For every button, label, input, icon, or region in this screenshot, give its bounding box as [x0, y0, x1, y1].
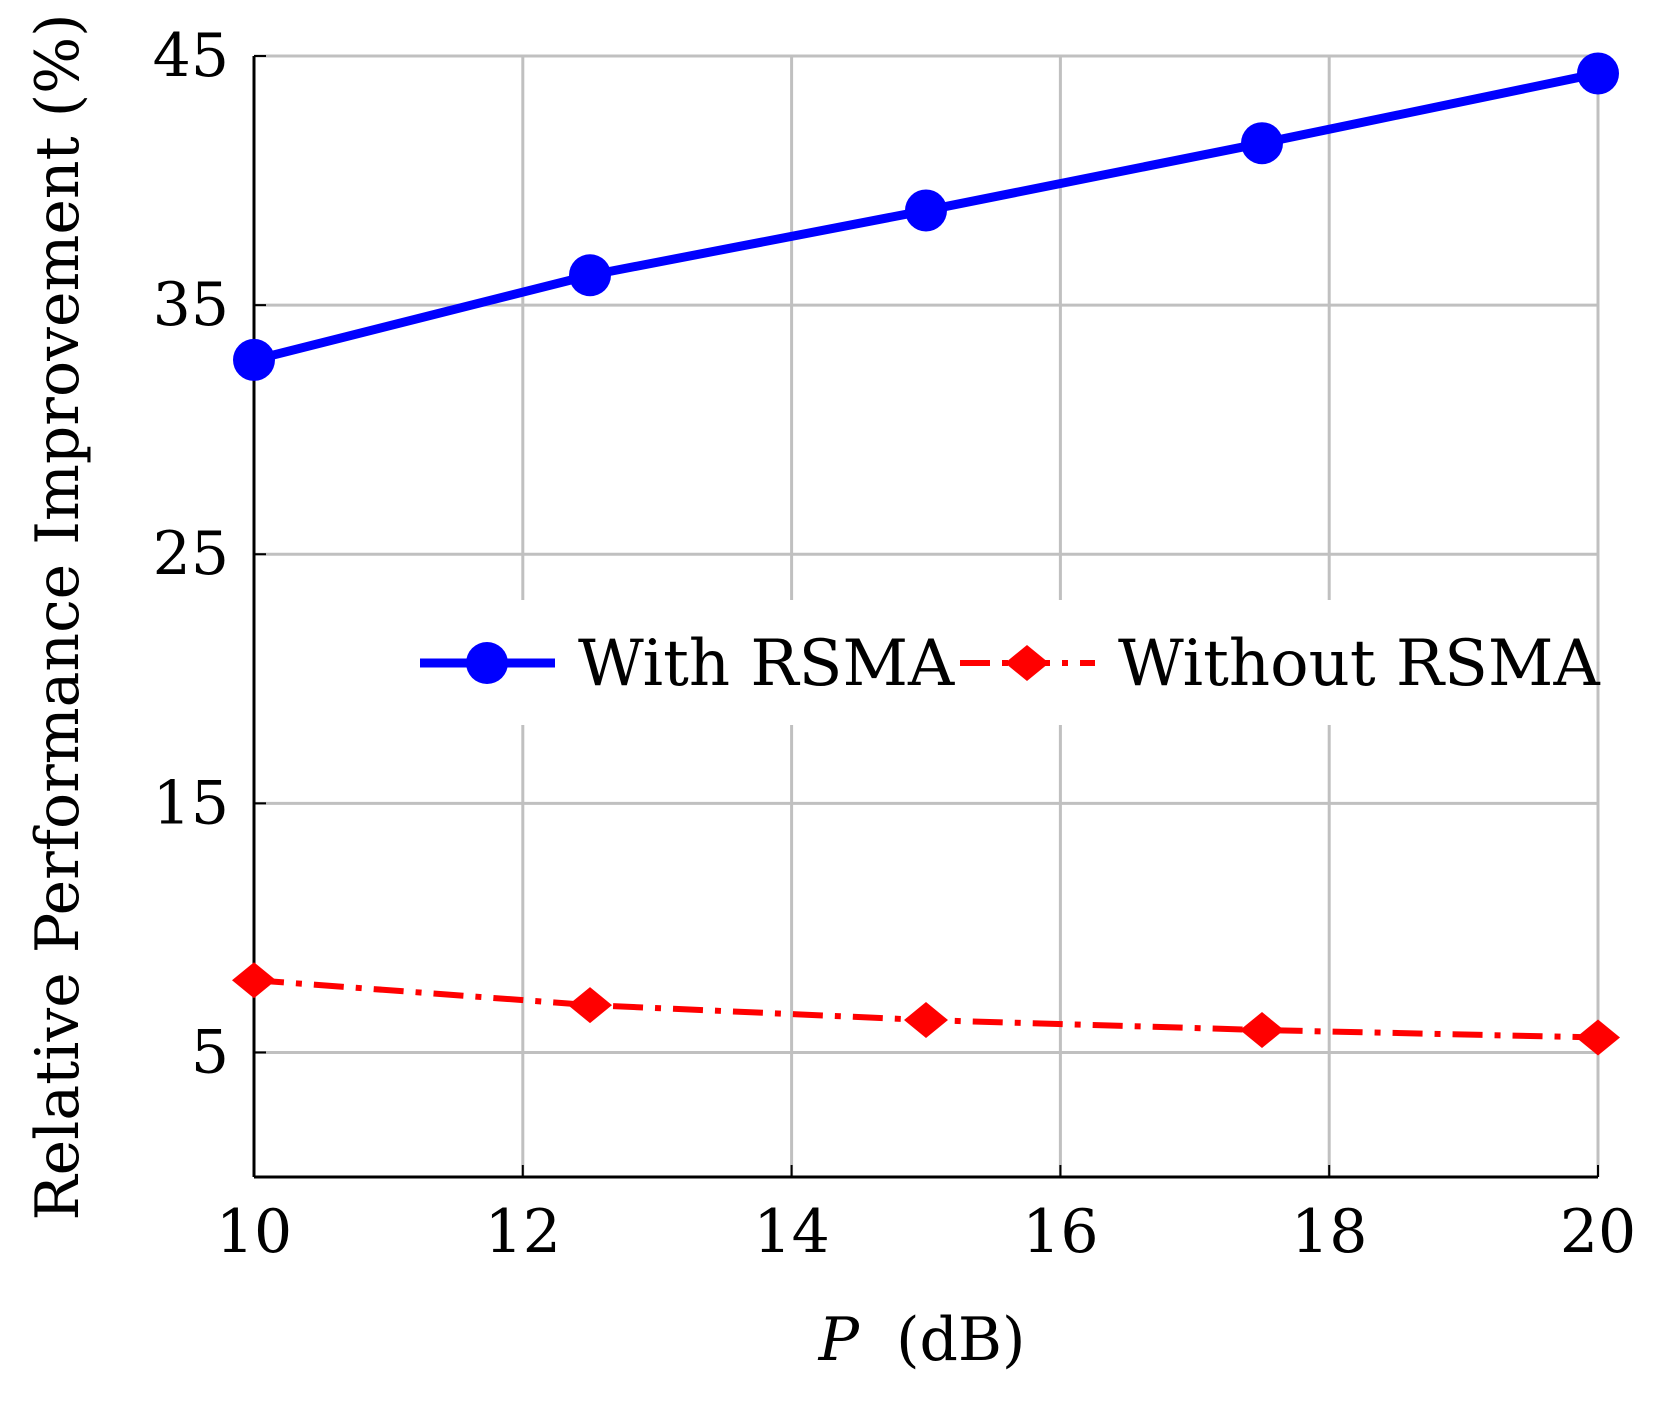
x-axis-unit: (dB) [896, 1305, 1025, 1375]
data-point [568, 987, 612, 1024]
data-point [233, 338, 275, 381]
x-tick-label: 16 [1022, 1197, 1098, 1267]
y-tick-label: 45 [153, 21, 229, 91]
y-tick-label: 15 [153, 768, 229, 838]
legend: With RSMA Without RSMA [405, 600, 1600, 725]
y-tick-label: 35 [153, 270, 229, 340]
y-tick-label: 5 [191, 1017, 229, 1087]
x-tick-label: 20 [1560, 1197, 1636, 1267]
data-point [569, 254, 611, 297]
legend-label: Without RSMA [1118, 627, 1600, 701]
data-point [1577, 52, 1619, 95]
data-point [1240, 1012, 1284, 1049]
data-point [904, 1002, 948, 1039]
legend-box [405, 600, 1585, 725]
x-tick-label: 12 [485, 1197, 561, 1267]
series [232, 52, 1620, 1056]
legend-marker [466, 642, 508, 684]
x-axis-label: P (dB) [818, 1305, 1026, 1375]
x-tick-label: 18 [1291, 1197, 1367, 1267]
data-point [1576, 1019, 1620, 1056]
legend-label: With RSMA [578, 627, 955, 701]
legend-marker [1005, 645, 1049, 681]
data-point [1241, 122, 1283, 165]
data-point [232, 962, 276, 999]
x-axis-variable: P [818, 1305, 861, 1375]
y-axis-label: Relative Performance Improvement (%) [23, 13, 93, 1220]
x-tick-label: 10 [216, 1197, 292, 1267]
data-point [905, 189, 947, 232]
y-tick-label: 25 [153, 519, 229, 589]
axes: 10 12 14 16 18 20 5 15 25 35 45 [153, 21, 1637, 1267]
x-tick-label: 14 [753, 1197, 829, 1267]
